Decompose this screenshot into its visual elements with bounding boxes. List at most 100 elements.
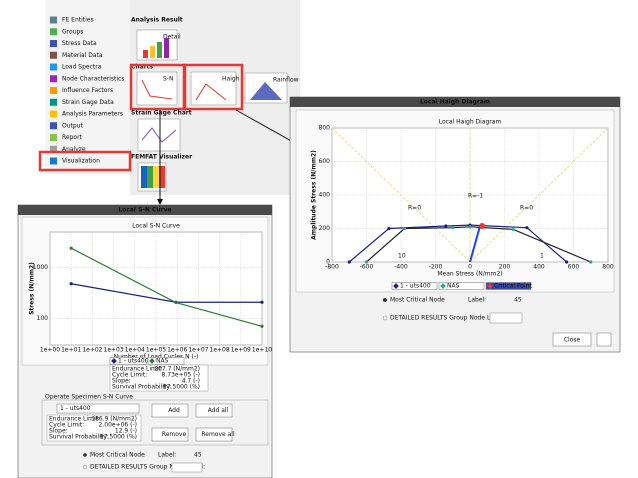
x-tick-label: -800	[325, 264, 339, 271]
x-tick-label: 200	[499, 264, 511, 271]
tree-item[interactable]: Node Characteristics	[62, 75, 124, 82]
radio[interactable]	[83, 453, 87, 457]
y-axis-label: Stress (N/mm2)	[29, 262, 36, 315]
y-tick-label: 0	[326, 259, 330, 266]
info-box	[46, 414, 142, 442]
legend-item[interactable]	[391, 282, 438, 290]
tree-item[interactable]: Stress Data	[62, 40, 97, 47]
info-label: Slope:	[112, 378, 131, 385]
data-point	[387, 226, 391, 231]
field-value: 45	[514, 297, 522, 304]
tree-item[interactable]: Analyze	[62, 146, 86, 153]
tree-icon	[50, 110, 57, 118]
tree-item[interactable]: Influence Factors	[62, 87, 113, 94]
y-axis-label: Amplitude Stress (N/mm2)	[311, 150, 318, 240]
haigh-icon[interactable]	[190, 71, 237, 106]
legend-item[interactable]	[109, 357, 147, 365]
button-label: Close	[564, 337, 581, 344]
data-point	[347, 260, 351, 264]
data-point	[479, 222, 486, 229]
y-tick-label: 400	[319, 192, 331, 199]
field-label: Label:	[158, 452, 176, 459]
x-tick-label: 1e+06	[167, 347, 187, 354]
tree-icon	[50, 40, 57, 47]
info-value: 2.00e+06 (-)	[99, 422, 137, 429]
tree-item[interactable]: Material Data	[62, 52, 103, 59]
dropdown-value: 1 - uts400	[60, 405, 91, 412]
highlight-box	[182, 63, 244, 111]
legend-item[interactable]	[485, 282, 532, 290]
strain-icon[interactable]	[137, 118, 181, 152]
group-title: Operate Specimen S-N Curve	[45, 394, 133, 401]
tree-icon	[50, 122, 57, 130]
radio[interactable]	[383, 298, 387, 302]
field-label: Label:	[468, 297, 486, 304]
radio[interactable]	[82, 464, 88, 470]
info-label: Survival Probability:	[49, 434, 108, 441]
tree-icon	[50, 157, 57, 165]
info-label: Cycle Limit:	[112, 372, 147, 379]
radio[interactable]	[382, 315, 388, 321]
dropdown[interactable]	[56, 403, 140, 414]
field-value: 45	[194, 452, 202, 459]
data-point	[174, 300, 178, 305]
button-label: Remove all	[201, 431, 235, 438]
chart-title: Local Haigh Diagram	[439, 119, 502, 126]
input[interactable]	[489, 312, 523, 324]
tree-item[interactable]: Groups	[62, 28, 83, 35]
data-point	[260, 300, 264, 304]
legend-item[interactable]	[147, 357, 185, 365]
x-axis-label: Mean Stress (N/mm2)	[437, 271, 502, 278]
tree-icon	[50, 75, 57, 83]
button[interactable]	[195, 427, 233, 442]
tree-item[interactable]: Output	[62, 122, 83, 129]
tree-item[interactable]: FE Entities	[62, 17, 94, 24]
icon-label: Detail	[163, 34, 181, 41]
button[interactable]	[596, 332, 612, 347]
x-tick-label: -400	[394, 264, 408, 271]
section-title: Strain Gage Chart	[131, 110, 192, 117]
y-tick-label: 100	[37, 315, 49, 322]
tree-panel	[45, 0, 130, 175]
tree-item[interactable]: Strain Gage Data	[62, 99, 114, 106]
data-point	[565, 260, 569, 264]
data-point	[468, 225, 472, 229]
icon-bar	[164, 38, 169, 58]
visualizer-stripe	[141, 166, 147, 188]
input[interactable]	[171, 462, 203, 473]
button[interactable]	[195, 403, 233, 418]
x-tick-label: 1e+00	[40, 347, 60, 354]
tree-icon	[50, 87, 57, 94]
button-label: Add all	[208, 407, 229, 414]
legend-item[interactable]	[438, 282, 485, 290]
tree-item[interactable]: Visualization	[62, 158, 100, 165]
sn-icon[interactable]	[136, 71, 178, 106]
annotation: R=0	[408, 205, 421, 212]
tree-icon	[50, 134, 57, 141]
tree-item[interactable]: Analysis Parameters	[62, 111, 123, 118]
tree-item[interactable]: Report	[62, 134, 83, 141]
annotation: 10	[398, 253, 406, 260]
x-tick-label: 1e+05	[146, 347, 166, 354]
icon-bar	[143, 50, 148, 58]
data-point	[444, 224, 448, 228]
info-label: Endurance Limit:	[49, 416, 100, 423]
tree-icon	[50, 51, 57, 59]
section-title: Analysis Result	[131, 17, 183, 24]
legend-swatch	[393, 283, 399, 289]
sn-icon-curve	[141, 79, 173, 100]
x-tick-label: -200	[429, 264, 443, 271]
button[interactable]	[151, 403, 189, 418]
button[interactable]	[552, 332, 592, 347]
annotation: 1	[540, 253, 544, 260]
legend-swatch	[149, 358, 155, 364]
radio-label: DETAILED RESULTS Group Node Label:	[390, 315, 505, 322]
series-line	[348, 224, 567, 263]
button[interactable]	[151, 427, 189, 442]
legend-swatch	[111, 358, 117, 364]
tree-icon	[50, 63, 57, 71]
data-point	[364, 260, 369, 264]
tree-item[interactable]: Load Spectra	[62, 64, 102, 71]
section-title: FEMFAT Visualizer	[131, 154, 192, 161]
info-value: 8.73e+05 (-)	[162, 372, 200, 379]
